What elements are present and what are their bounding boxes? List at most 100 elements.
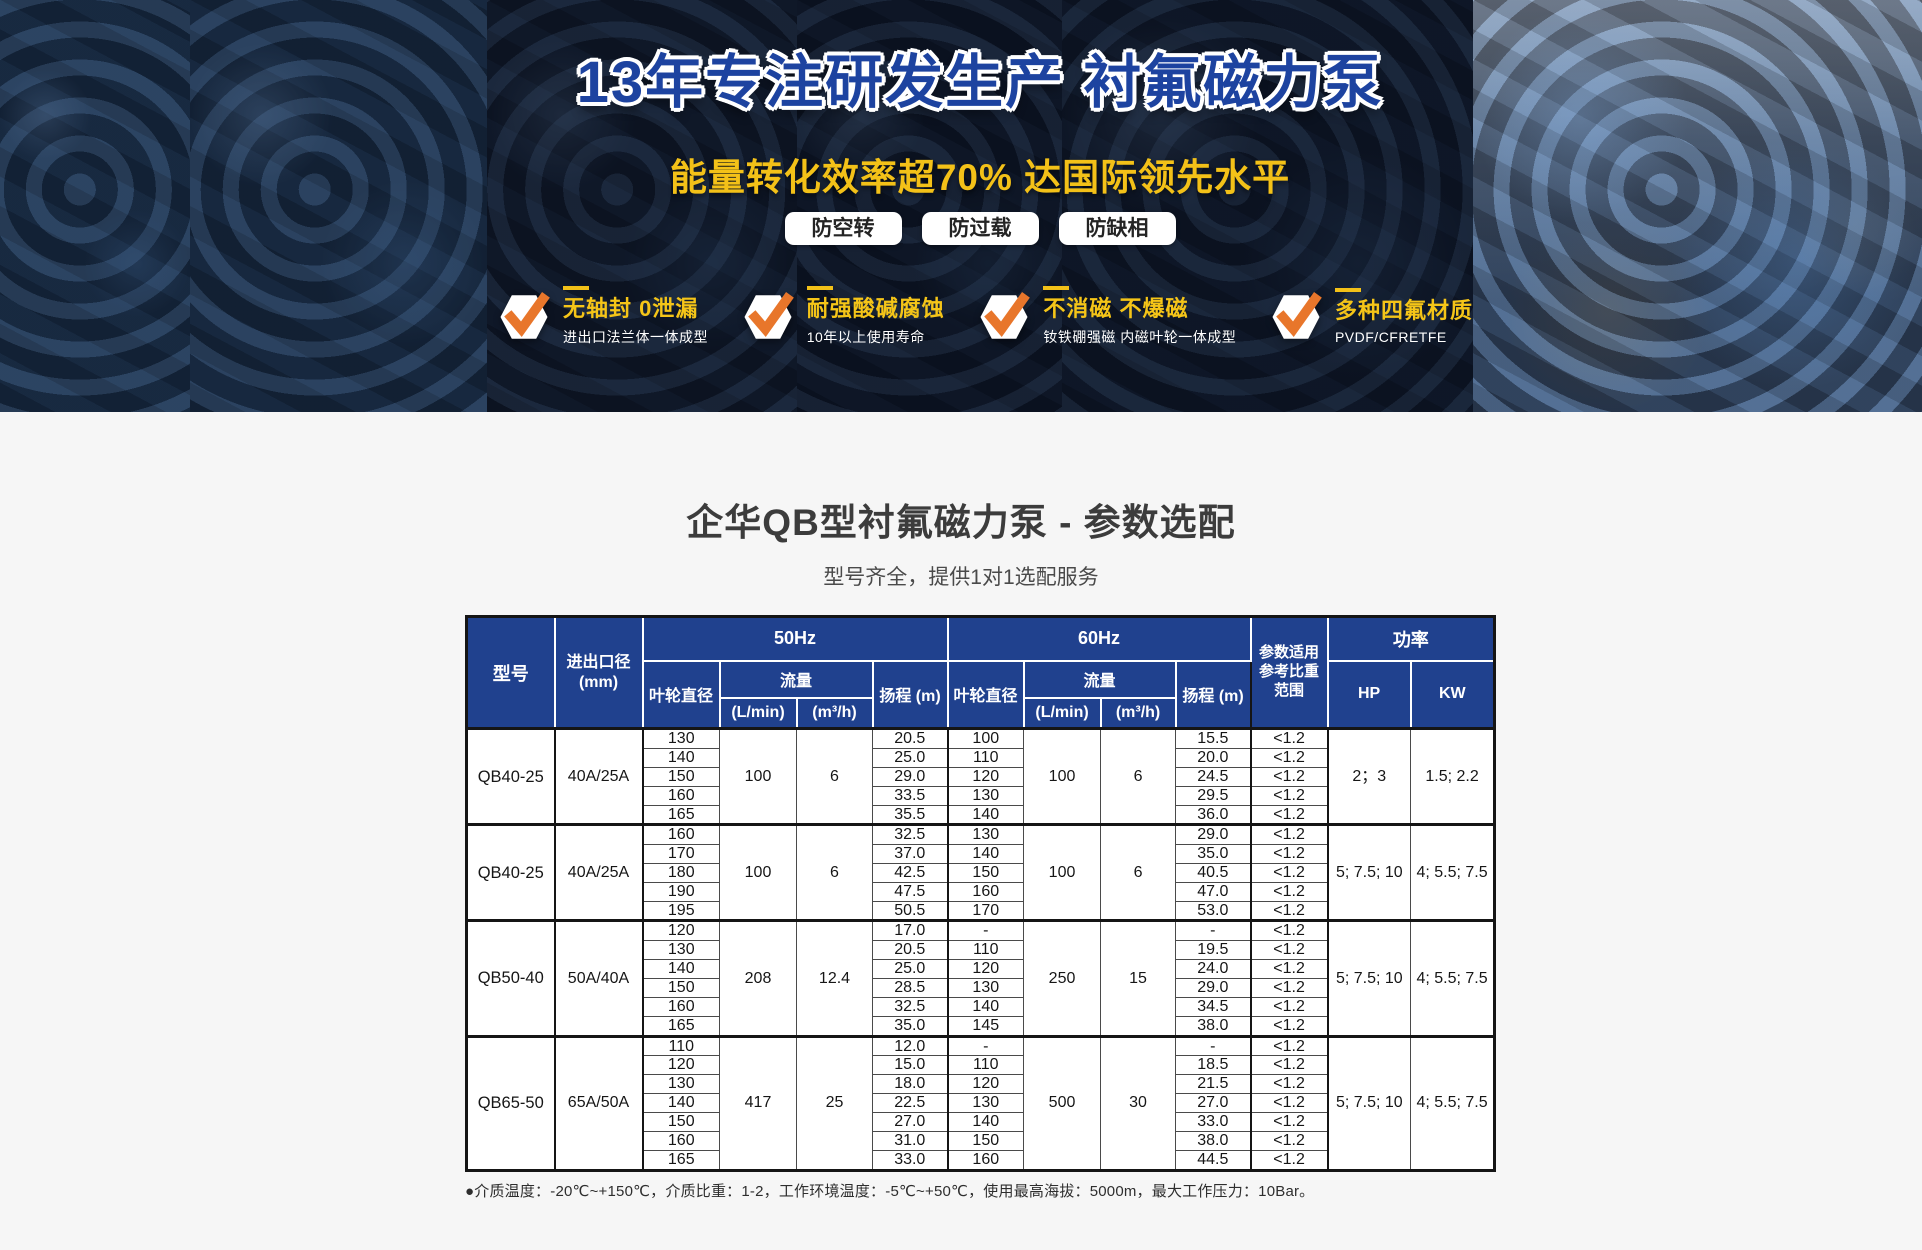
head-60-cell: 33.0 [1175,1112,1252,1133]
feature-text: 无轴封 0泄漏 进出口法兰体一体成型 [563,286,708,347]
impeller-60-cell: 160 [946,881,1025,902]
table-row: 130 18.0 120 21.5 <1.2 [467,1074,1495,1095]
header-m3h-60: (m³/h) [1099,696,1177,730]
flow50-lmin-cell: 100 [719,726,797,826]
impeller-60-cell: 100 [946,727,1025,749]
pump-photo-panel [1473,0,1922,412]
impeller-60-cell: 170 [946,900,1025,922]
impeller-50-cell: 130 [641,727,720,749]
spec-section: 企华QB型衬氟磁力泵 - 参数选配 型号齐全，提供1对1选配服务 型号 进出口径… [0,412,1922,1250]
header-port: 进出口径 (mm) [553,615,644,730]
impeller-60-cell: 130 [946,977,1025,998]
table-row: 160 33.5 130 29.5 <1.2 [467,785,1495,806]
ratio-cell: <1.2 [1249,881,1329,902]
flow60-lmin-cell: 100 [1023,726,1102,826]
hp-cell: 5; 7.5; 10 [1326,919,1412,1037]
feature-item: 多种四氟材质 PVDF/CFRETFE [1269,286,1473,347]
head-60-cell: - [1175,919,1252,941]
table-row: 160 31.0 150 38.0 <1.2 [467,1131,1495,1152]
impeller-50-cell: 150 [641,766,720,787]
header-model: 型号 [465,615,556,730]
feature-row: 无轴封 0泄漏 进出口法兰体一体成型 耐强酸碱腐蚀 10年以上使用寿命 不消磁 不爆磁钕… [497,286,1473,347]
feature-dash-icon [563,286,589,290]
table-group: QB40-25 40A/25A 160 100 6 32.5 130 100 6 29.0 <1.2… [466,823,1496,922]
table-row: QB65-50 65A/50A 110 417 25 12.0-500 30- <1.2 5; … [466,1034,1496,1171]
model-cell: QB40-25 [466,823,555,922]
impeller-50-cell: 150 [641,1112,720,1133]
feature-desc: PVDF/CFRETFE [1334,329,1447,346]
impeller-60-cell: 120 [946,766,1025,787]
ratio-cell: <1.2 [1249,900,1329,922]
head-60-cell: 53.0 [1175,900,1252,922]
check-cube-icon [1272,291,1322,339]
flow50-lmin-cell: 100 [719,823,797,922]
feature-title: 不消磁 不爆磁 [1043,296,1189,321]
section-subtitle: 型号齐全，提供1对1选配服务 [823,566,1099,589]
feature-text: 耐强酸碱腐蚀 10年以上使用寿命 [806,286,945,347]
impeller-50-cell: 120 [641,919,720,941]
header-impeller-50: 叶轮直径 [641,659,721,730]
feature-item: 不消磁 不爆磁 钕铁硼强磁 内磁叶轮一体成型 [977,286,1236,347]
ratio-cell: <1.2 [1249,1074,1329,1095]
header-flow-50: 流量 [718,659,874,699]
impeller-60-cell: 140 [946,804,1025,826]
ratio-cell: <1.2 [1249,1093,1329,1114]
ratio-cell: <1.2 [1249,1015,1329,1037]
impeller-60-cell: 120 [946,958,1025,979]
impeller-60-cell: 140 [946,996,1025,1017]
head-50-cell: 29.0 [871,766,949,787]
model-cell: QB40-25 [466,726,555,826]
table-row: 150 27.0 140 33.0 <1.2 [467,1112,1495,1133]
impeller-50-cell: 140 [641,747,720,768]
feature-text: 多种四氟材质 PVDF/CFRETFE [1334,288,1473,346]
hp-cell: 5; 7.5; 10 [1326,823,1412,922]
feature-dash-icon [806,286,833,290]
badge-row: 防空转 防过载 防缺相 [487,212,1473,246]
head-60-cell: 15.5 [1175,727,1252,749]
impeller-60-cell: 140 [946,1112,1025,1133]
impeller-60-cell: 140 [946,843,1025,864]
flow60-m3h-cell: 30 [1100,1034,1177,1171]
feature-dash-icon [1334,288,1361,292]
ratio-cell: <1.2 [1249,785,1329,806]
impeller-50-cell: 195 [641,900,720,922]
flow60-m3h-cell: 6 [1100,823,1177,922]
header-flow-60: 流量 [1022,659,1177,699]
head-50-cell: 15.0 [871,1055,949,1076]
ratio-cell: <1.2 [1249,958,1329,979]
ratio-cell: <1.2 [1249,919,1329,941]
head-60-cell: 47.0 [1175,881,1252,902]
banner-subtitle: 能量转化效率超70% 达国际领先水平 [669,157,1291,198]
flow60-m3h-cell: 6 [1100,726,1177,826]
flow60-lmin-cell: 500 [1023,1034,1102,1171]
model-cell: QB50-40 [466,919,555,1037]
head-50-cell: 33.5 [871,785,949,806]
impeller-50-cell: 130 [641,939,720,960]
header-m3h-50: (m³/h) [795,696,874,730]
impeller-50-cell: 180 [641,862,720,883]
ratio-cell: <1.2 [1249,1131,1329,1152]
impeller-60-cell: 110 [946,747,1025,768]
head-50-cell: 50.5 [871,900,949,922]
flow50-m3h-cell: 25 [796,1034,873,1171]
badge-pill: 防缺相 [1058,212,1176,246]
ratio-cell: <1.2 [1249,862,1329,883]
head-60-cell: 38.0 [1175,1015,1252,1037]
feature-desc: 进出口法兰体一体成型 [563,329,708,346]
kw-cell: 4; 5.5; 7.5 [1410,823,1496,922]
impeller-60-cell: 130 [946,823,1025,845]
head-50-cell: 35.5 [871,804,949,826]
table-row: 120 15.0 110 18.5 <1.2 [467,1055,1495,1076]
ratio-cell: <1.2 [1249,977,1329,998]
header-lmin-60: (L/min) [1022,696,1102,730]
flow50-m3h-cell: 6 [796,726,873,826]
flow60-m3h-cell: 15 [1100,919,1177,1037]
table-group: QB40-25 40A/25A 130 100 6 20.5 100 100 6 15.5 <1.2… [466,726,1496,826]
feature-item: 耐强酸碱腐蚀 10年以上使用寿命 [741,286,945,347]
head-50-cell: 12.0 [871,1034,949,1057]
head-50-cell: 20.5 [871,939,949,960]
head-60-cell: 36.0 [1175,804,1252,826]
banner-overlay-left [0,0,487,412]
ratio-cell: <1.2 [1249,1112,1329,1133]
head-60-cell: 35.0 [1175,843,1252,864]
